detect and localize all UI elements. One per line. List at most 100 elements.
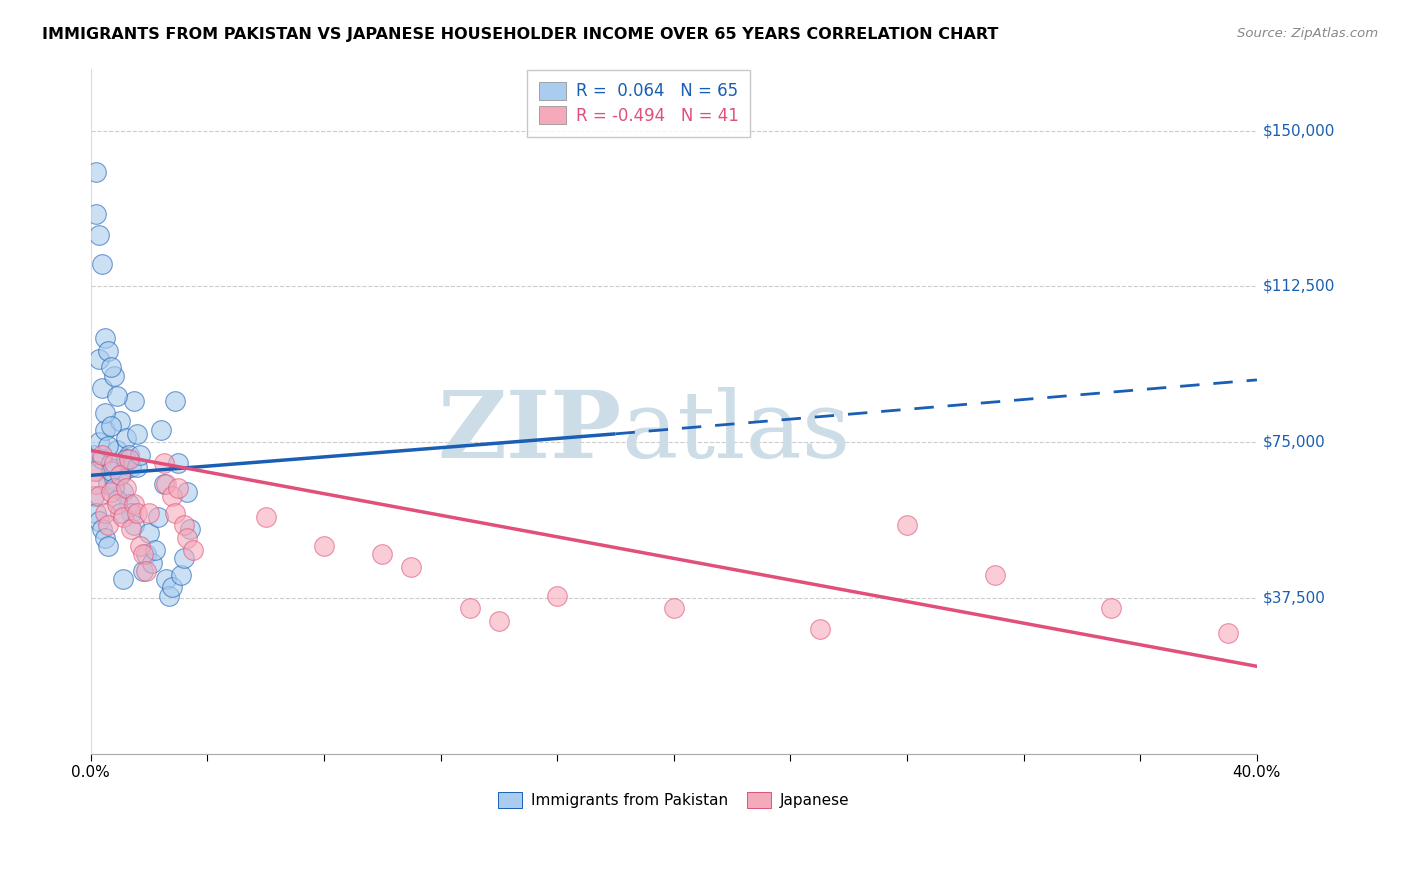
Point [108,468,131,483]
Point [89,489,111,503]
Point [127,460,149,475]
Point [155,572,177,586]
Point [91,451,114,466]
Point [97,518,120,533]
Legend: Immigrants from Pakistan, Japanese: Immigrants from Pakistan, Japanese [492,786,856,814]
Point [146,509,169,524]
Point [100,464,122,478]
Point [94,331,117,345]
Point [132,564,155,578]
Point [86,207,108,221]
Point [1099,601,1122,615]
Point [117,497,139,511]
Point [1216,626,1239,640]
Point [111,572,134,586]
Point [546,589,568,603]
Point [155,476,177,491]
Point [89,352,111,367]
Point [108,506,131,520]
Point [114,451,136,466]
Point [94,406,117,420]
Point [114,481,136,495]
Point [132,547,155,561]
Point [181,543,204,558]
Point [108,414,131,428]
Point [83,489,105,503]
Point [83,464,105,478]
Point [165,506,187,520]
Point [138,506,160,520]
Point [86,464,108,478]
Text: $37,500: $37,500 [1263,591,1326,606]
Point [135,547,157,561]
Point [124,518,146,533]
Point [105,493,128,508]
Point [458,601,481,615]
Point [117,448,139,462]
Point [371,547,394,561]
Text: $150,000: $150,000 [1263,123,1336,138]
Point [105,497,128,511]
Point [111,464,134,478]
Point [91,522,114,536]
Point [165,393,187,408]
Point [86,165,108,179]
Point [100,485,122,500]
Point [97,439,120,453]
Point [167,456,190,470]
Point [120,460,142,475]
Point [91,381,114,395]
Point [167,481,190,495]
Point [129,448,152,462]
Point [162,489,184,503]
Point [488,614,510,628]
Point [401,559,423,574]
Point [100,360,122,375]
Point [114,431,136,445]
Point [86,476,108,491]
Point [91,448,114,462]
Point [89,514,111,528]
Point [89,227,111,242]
Point [124,497,146,511]
Point [111,485,134,500]
Point [983,568,1005,582]
Point [135,564,157,578]
Point [117,451,139,466]
Point [103,473,125,487]
Point [808,622,831,636]
Point [100,418,122,433]
Point [120,506,142,520]
Point [127,506,149,520]
Point [97,539,120,553]
Point [100,456,122,470]
Point [91,257,114,271]
Point [108,468,131,483]
Text: Source: ZipAtlas.com: Source: ZipAtlas.com [1237,27,1378,40]
Point [896,518,918,533]
Point [103,481,125,495]
Point [127,426,149,441]
Point [105,389,128,403]
Text: IMMIGRANTS FROM PAKISTAN VS JAPANESE HOUSEHOLDER INCOME OVER 65 YEARS CORRELATIO: IMMIGRANTS FROM PAKISTAN VS JAPANESE HOU… [42,27,998,42]
Point [662,601,685,615]
Point [143,543,166,558]
Point [97,343,120,358]
Text: $75,000: $75,000 [1263,434,1326,450]
Point [97,476,120,491]
Point [157,589,180,603]
Point [83,448,105,462]
Text: $112,500: $112,500 [1263,279,1336,294]
Point [176,485,198,500]
Point [103,456,125,470]
Point [173,551,195,566]
Point [111,509,134,524]
Point [312,539,335,553]
Point [141,556,163,570]
Point [162,581,184,595]
Text: ZIP: ZIP [437,386,621,476]
Point [129,539,152,553]
Point [176,531,198,545]
Point [254,509,277,524]
Point [170,568,193,582]
